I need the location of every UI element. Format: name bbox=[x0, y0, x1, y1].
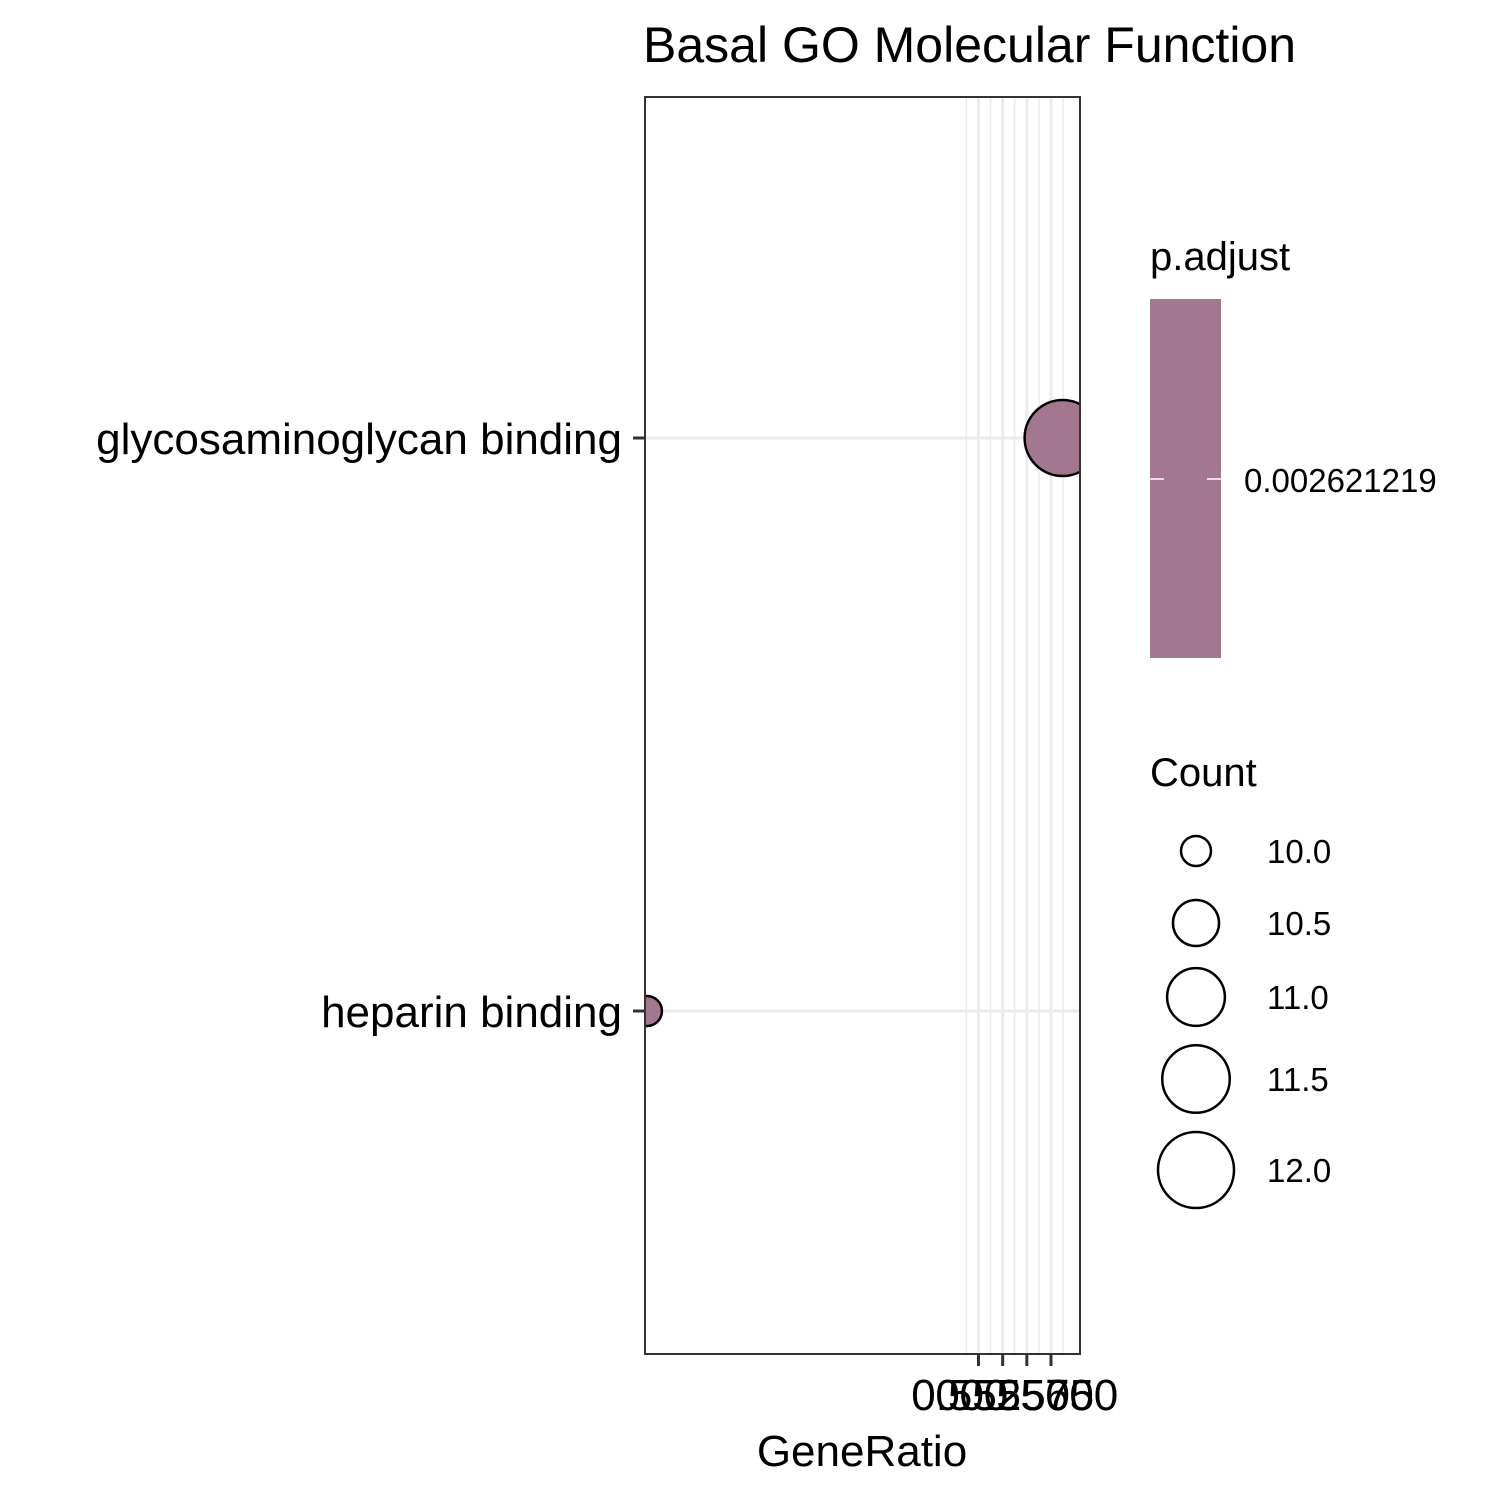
axis-ticks bbox=[633, 436, 1053, 1366]
x-tick-label: 0.5525 bbox=[911, 1371, 1046, 1420]
size-legend-circle bbox=[1171, 898, 1221, 948]
size-legend-label: 12.0 bbox=[1267, 1152, 1331, 1189]
data-point bbox=[645, 994, 664, 1028]
size-legend: Count 10.0 10.5 11.0 11.5 12.0 bbox=[1150, 751, 1331, 1210]
size-legend-label: 11.0 bbox=[1267, 979, 1329, 1016]
size-legend-label: 11.5 bbox=[1267, 1061, 1329, 1098]
y-tick-label: heparin binding bbox=[321, 988, 622, 1037]
size-legend-label: 10.5 bbox=[1267, 905, 1331, 942]
size-legend-label: 10.0 bbox=[1267, 833, 1331, 870]
color-legend-title: p.adjust bbox=[1150, 235, 1290, 279]
x-tick-label: 0.5550 bbox=[935, 1371, 1070, 1420]
colorbar-label: 0.002621219 bbox=[1244, 462, 1437, 499]
grid-lines bbox=[645, 97, 1080, 1354]
y-tick-labels: glycosaminoglycan binding heparin binding bbox=[96, 415, 622, 1037]
chart-title: Basal GO Molecular Function bbox=[643, 17, 1296, 73]
panel-border bbox=[644, 96, 1081, 1355]
data-points bbox=[645, 398, 1080, 1028]
x-tick-label: 0.5575 bbox=[960, 1371, 1095, 1420]
color-legend: p.adjust 0.002621219 bbox=[1150, 235, 1437, 658]
x-axis-title: GeneRatio bbox=[757, 1427, 967, 1476]
size-legend-circle bbox=[1179, 834, 1213, 868]
data-point bbox=[1023, 398, 1080, 478]
x-tick-label: 0.5600 bbox=[984, 1371, 1119, 1420]
size-legend-circle bbox=[1156, 1130, 1236, 1210]
y-tick-label: glycosaminoglycan binding bbox=[96, 415, 622, 464]
size-legend-circle bbox=[1160, 1043, 1232, 1115]
size-legend-title: Count bbox=[1150, 751, 1257, 795]
size-legend-circle bbox=[1165, 966, 1227, 1028]
